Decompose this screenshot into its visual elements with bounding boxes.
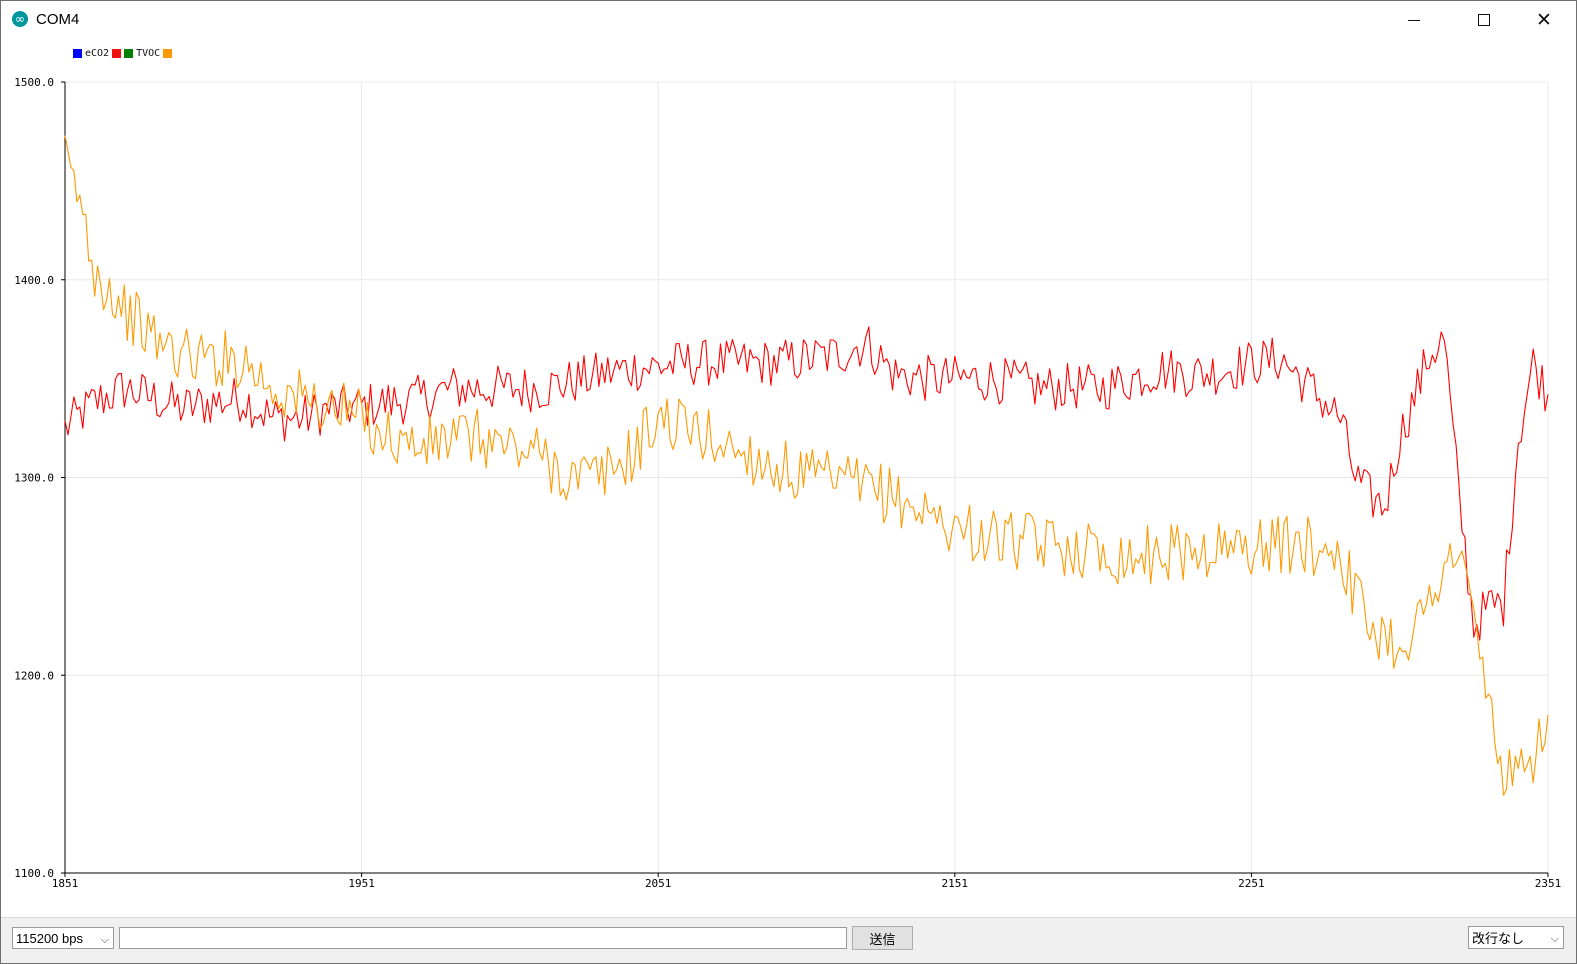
send-button[interactable]: 送信 [852,926,913,950]
title-bar[interactable]: COM4 ✕ [1,1,1576,39]
x-tick-label: 2251 [1238,877,1265,890]
y-tick-label: 1200.0 [14,669,54,682]
minimize-button[interactable] [1391,1,1437,39]
baud-rate-value: 115200 bps [16,930,83,946]
x-tick-label: 2051 [645,877,672,890]
window-maximize-icon [1478,14,1490,26]
series-line-2 [64,135,1549,796]
y-tick-label: 1100.0 [14,867,54,880]
legend-swatch-series-4 [163,48,173,58]
chevron-down-icon: ⌵ [1550,932,1559,945]
baud-rate-select[interactable]: 115200 bps ⌵ [12,927,114,949]
legend: eCO2 TVOC [73,46,175,60]
legend-label-eco2: eCO2 [85,47,110,59]
series-line-1 [64,326,1549,641]
plot-area: 1100.0 1200.0 1300.0 1400.0 1500.0 1851 1951 20… [1,39,1576,917]
x-tick-label: 2151 [942,877,969,890]
x-tick-label: 1851 [52,877,79,890]
window-title: COM4 [36,11,80,28]
y-tick-label: 1400.0 [14,274,54,287]
legend-swatch-tvoc [124,48,134,58]
maximize-button[interactable] [1461,1,1507,39]
serial-plot-chart: 1100.0 1200.0 1300.0 1400.0 1500.0 1851 1951 20… [14,76,1562,890]
message-input[interactable] [119,927,847,949]
arduino-logo-icon [12,11,28,27]
x-tick-label: 2351 [1535,877,1562,890]
close-button[interactable]: ✕ [1521,1,1567,39]
x-tick-label: 1951 [348,877,375,890]
line-ending-value: 改行なし [1472,931,1525,946]
y-tick-label: 1500.0 [14,76,54,89]
chevron-down-icon: ⌵ [100,933,109,946]
legend-swatch-series-2 [112,48,122,58]
legend-label-tvoc: TVOC [136,47,161,59]
window-minimize-icon [1408,19,1420,21]
line-ending-select[interactable]: 改行なし ⌵ [1468,926,1564,949]
legend-swatch-eco2 [73,48,82,58]
bottom-toolbar: 115200 bps ⌵ 送信 改行なし ⌵ [1,917,1576,963]
window-close-icon: ✕ [1536,9,1552,31]
y-tick-label: 1300.0 [14,472,54,485]
